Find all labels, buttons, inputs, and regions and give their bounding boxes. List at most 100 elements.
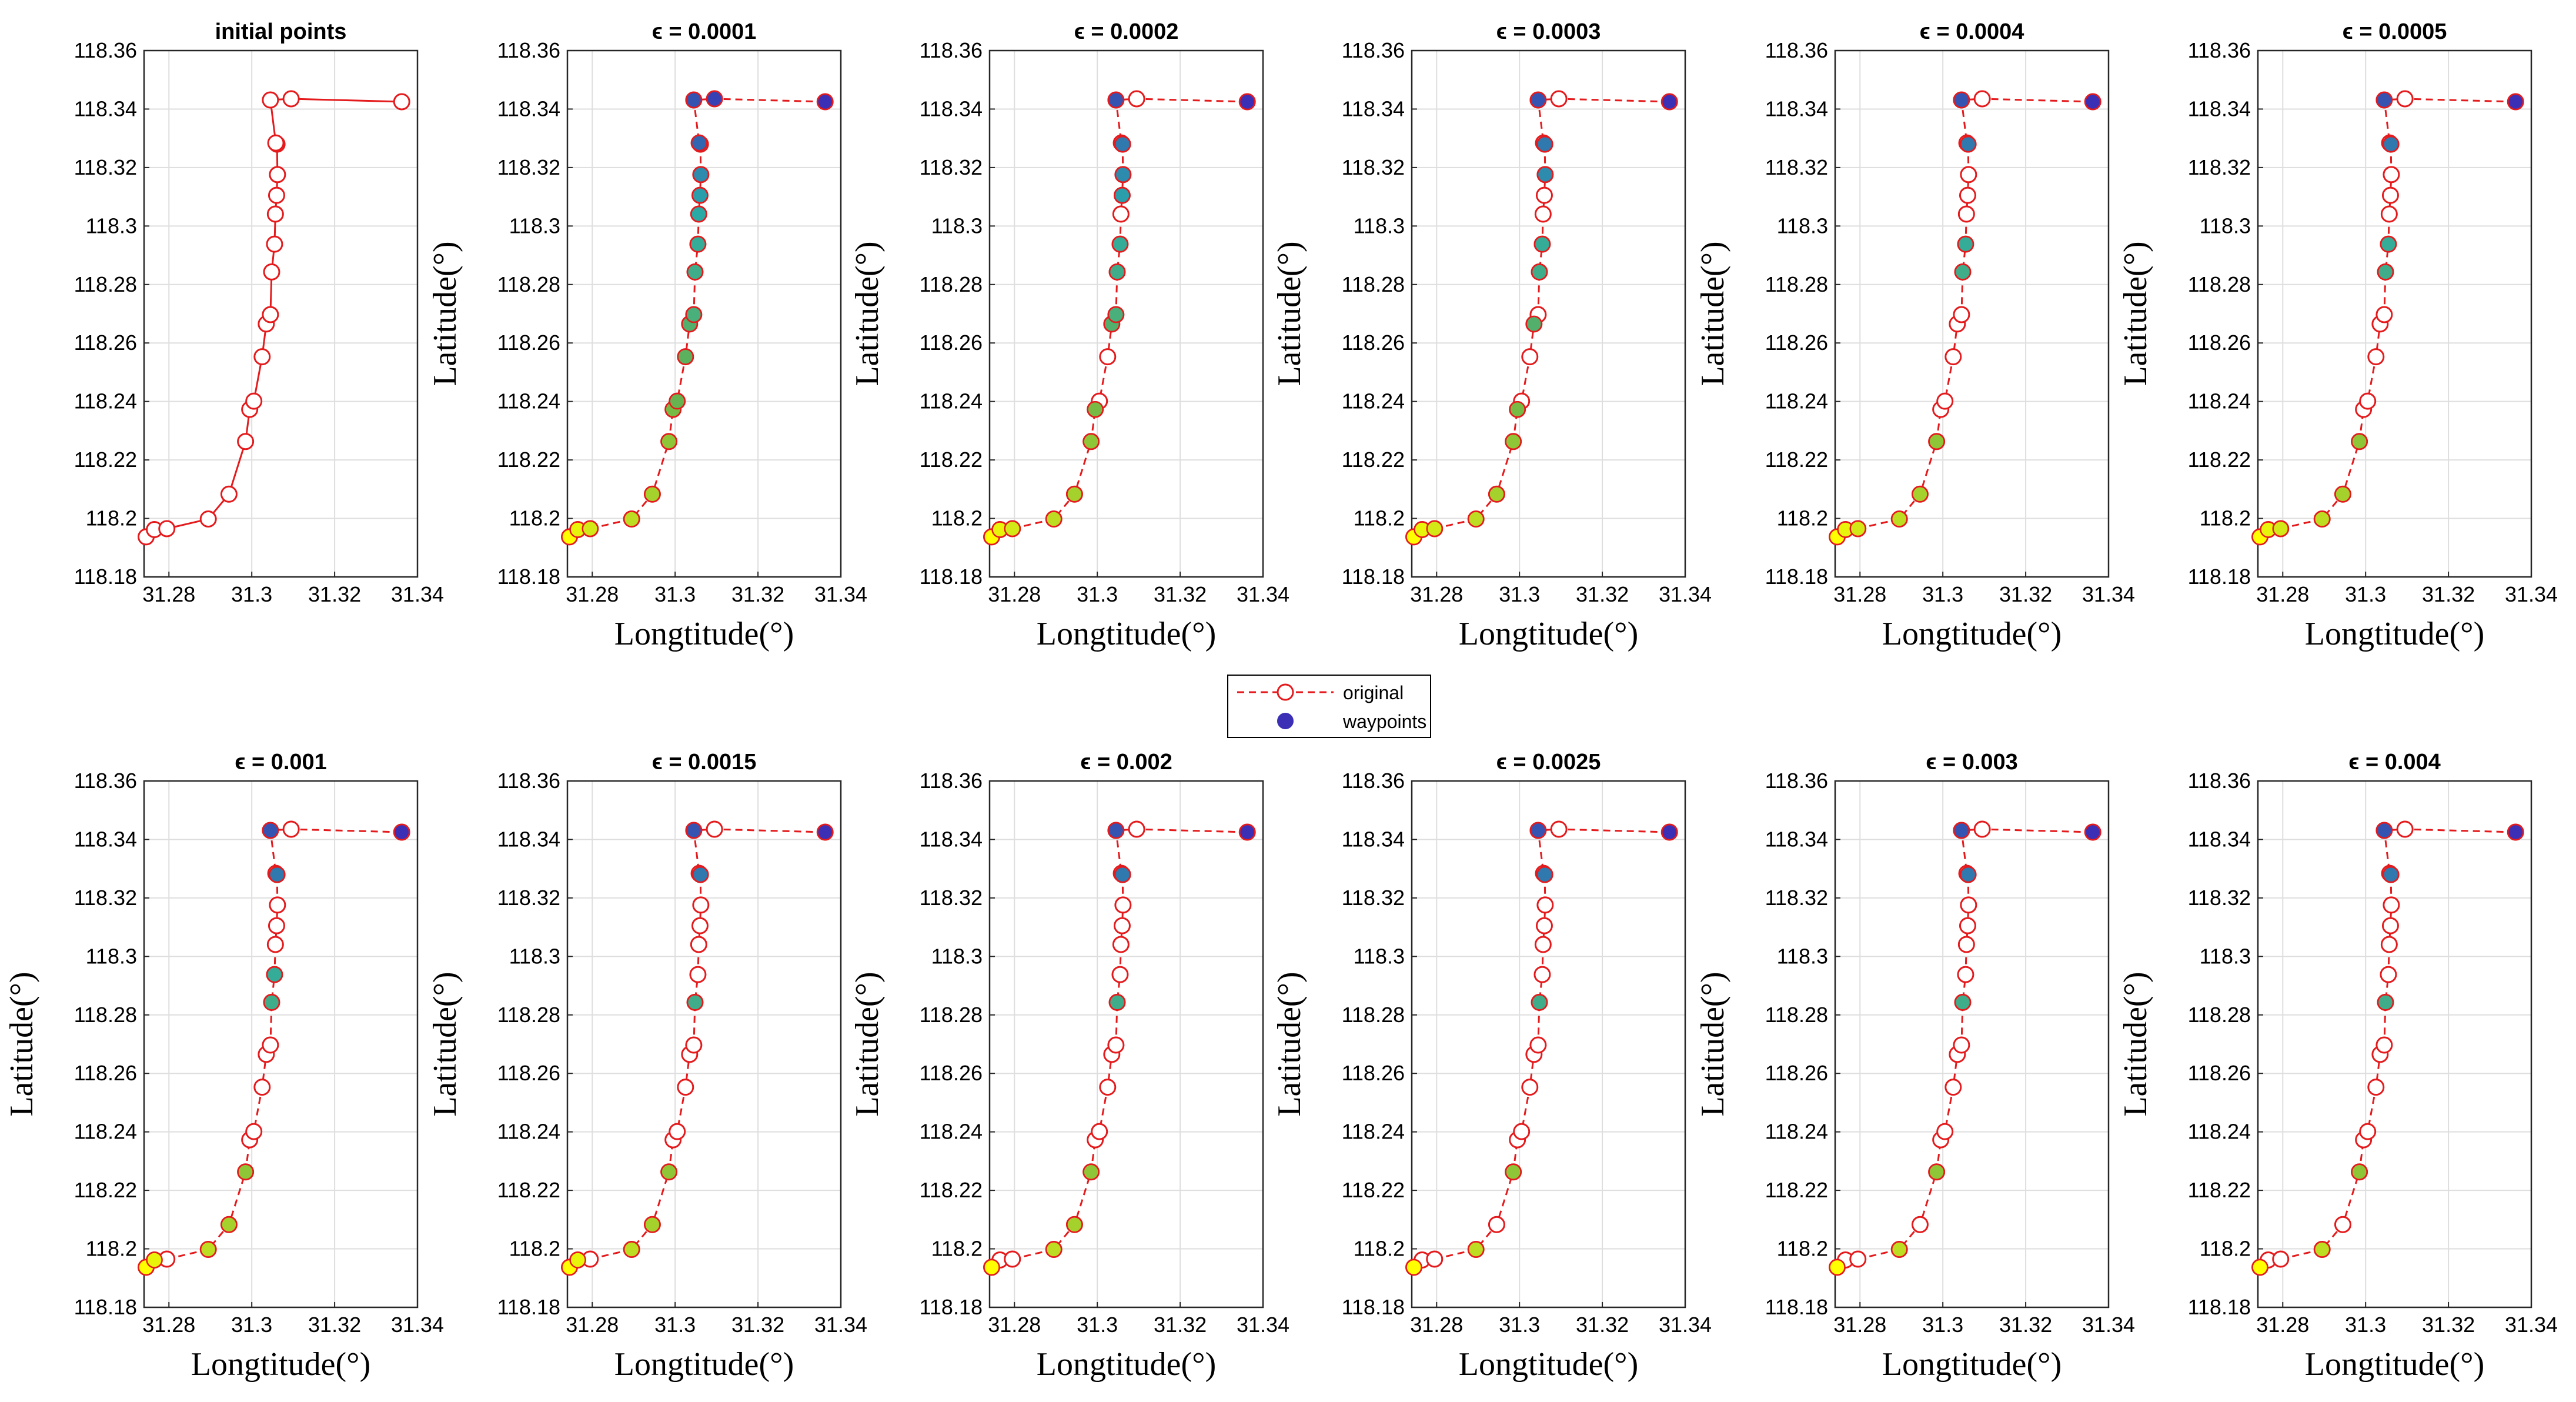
legend-box bbox=[1227, 675, 1431, 738]
original-point bbox=[158, 520, 176, 538]
x-tick-label: 31.34 bbox=[1659, 1313, 1712, 1337]
original-point bbox=[1936, 392, 1954, 410]
waypoint-point bbox=[1114, 166, 1132, 183]
original-point bbox=[2380, 205, 2398, 223]
y-tick-label: 118.36 bbox=[74, 38, 137, 62]
x-tick-label: 31.32 bbox=[2422, 1313, 2475, 1337]
y-tick-label: 118.18 bbox=[920, 565, 983, 589]
original-point bbox=[1533, 966, 1551, 983]
x-tick-label: 31.28 bbox=[1833, 582, 1886, 606]
waypoint-point bbox=[2313, 1241, 2331, 1258]
y-tick-label: 118.18 bbox=[1765, 565, 1828, 589]
original-point bbox=[669, 1123, 686, 1140]
waypoint-point bbox=[1954, 994, 1972, 1011]
waypoint-point bbox=[266, 966, 283, 983]
waypoint-point bbox=[1953, 822, 1970, 839]
original-point bbox=[2383, 166, 2400, 183]
waypoint-point bbox=[677, 348, 694, 365]
y-tick-label: 118.28 bbox=[497, 1003, 560, 1027]
original-point bbox=[1911, 1216, 1929, 1233]
original-point bbox=[1112, 205, 1130, 223]
x-tick-label: 31.3 bbox=[1922, 582, 1963, 606]
waypoint-point bbox=[1957, 235, 1974, 253]
original-point bbox=[1944, 348, 1962, 366]
y-tick-label: 118.36 bbox=[2188, 38, 2251, 62]
plot-area bbox=[2258, 781, 2531, 1307]
waypoint-point bbox=[1467, 1241, 1485, 1258]
y-tick-label: 118.18 bbox=[2188, 1295, 2251, 1319]
y-tick-label: 118.24 bbox=[920, 1120, 983, 1144]
y-tick-label: 118.24 bbox=[1342, 389, 1405, 413]
y-tick-label: 118.26 bbox=[1342, 1061, 1405, 1085]
legend-waypoints-label: waypoints bbox=[1342, 711, 1426, 732]
waypoint-point bbox=[685, 306, 703, 323]
plot-area bbox=[2258, 51, 2531, 577]
waypoint-point bbox=[1108, 994, 1126, 1011]
panel-9: 31.28 31.3 31.32 31.34 118.18 118.2 118.22 118.… bbox=[1271, 750, 1712, 1383]
original-point bbox=[1550, 820, 1568, 838]
original-point bbox=[1534, 936, 1552, 953]
waypoint-point bbox=[2507, 93, 2524, 111]
plot-area bbox=[567, 51, 841, 577]
y-tick-label: 118.36 bbox=[1342, 769, 1405, 793]
y-tick-label: 118.34 bbox=[1765, 96, 1828, 121]
original-point bbox=[237, 433, 255, 450]
original-point bbox=[267, 134, 285, 152]
y-tick-label: 118.36 bbox=[497, 38, 560, 62]
y-tick-label: 118.34 bbox=[920, 96, 983, 121]
waypoint-point bbox=[220, 1216, 238, 1233]
panel-5: 31.28 31.3 31.32 31.34 118.18 118.2 118.22 118.… bbox=[2117, 19, 2558, 652]
y-axis-label: Latitude(°) bbox=[849, 972, 886, 1116]
y-tick-label: 118.28 bbox=[920, 1003, 983, 1027]
x-tick-label: 31.34 bbox=[814, 582, 867, 606]
axes-box bbox=[143, 49, 419, 578]
panel-title: ϵ = 0.001 bbox=[235, 750, 327, 775]
panel-7: 31.28 31.3 31.32 31.34 118.18 118.2 118.22 118.… bbox=[427, 750, 867, 1383]
panel-2: 31.28 31.3 31.32 31.34 118.18 118.2 118.22 118.… bbox=[849, 19, 1289, 652]
y-tick-label: 118.28 bbox=[1765, 1003, 1828, 1027]
x-tick-label: 31.32 bbox=[308, 1313, 361, 1337]
y-tick-label: 118.2 bbox=[2200, 1237, 2251, 1261]
panel-title: ϵ = 0.0001 bbox=[652, 19, 757, 44]
y-tick-label: 118.24 bbox=[2188, 389, 2251, 413]
axes-box bbox=[566, 780, 842, 1308]
waypoint-point bbox=[644, 486, 661, 503]
y-axis-label: Latitude(°) bbox=[1271, 972, 1308, 1116]
x-tick-label: 31.3 bbox=[2345, 582, 2386, 606]
plot-area bbox=[1412, 781, 1685, 1307]
original-point bbox=[689, 966, 707, 983]
y-tick-label: 118.32 bbox=[1765, 155, 1828, 179]
x-tick-label: 31.28 bbox=[988, 582, 1041, 606]
y-tick-label: 118.34 bbox=[1342, 96, 1405, 121]
waypoint-point bbox=[2351, 1163, 2368, 1181]
y-tick-label: 118.36 bbox=[920, 38, 983, 62]
y-tick-label: 118.22 bbox=[1765, 1178, 1828, 1202]
y-tick-label: 118.28 bbox=[74, 272, 137, 296]
y-tick-label: 118.3 bbox=[2200, 944, 2251, 968]
y-tick-label: 118.32 bbox=[1342, 886, 1405, 910]
y-tick-label: 118.32 bbox=[920, 155, 983, 179]
waypoint-point bbox=[1533, 235, 1551, 253]
waypoint-point bbox=[1426, 520, 1443, 538]
y-tick-label: 118.26 bbox=[1765, 331, 1828, 355]
y-tick-label: 118.26 bbox=[920, 1061, 983, 1085]
waypoint-point bbox=[2313, 510, 2331, 528]
x-tick-label: 31.28 bbox=[1410, 1313, 1463, 1337]
panel-title: ϵ = 0.0002 bbox=[1074, 19, 1179, 44]
y-axis-label: Latitude(°) bbox=[2117, 241, 2154, 386]
original-point bbox=[245, 392, 263, 410]
y-tick-label: 118.32 bbox=[2188, 886, 2251, 910]
x-tick-label: 31.28 bbox=[142, 582, 195, 606]
x-tick-label: 31.3 bbox=[1077, 1313, 1118, 1337]
y-tick-label: 118.3 bbox=[509, 944, 560, 968]
waypoint-point bbox=[816, 823, 834, 841]
axes-box bbox=[2257, 49, 2532, 578]
y-tick-label: 118.24 bbox=[1765, 1120, 1828, 1144]
original-point bbox=[691, 917, 709, 934]
waypoint-point bbox=[1114, 186, 1131, 204]
y-axis-label: Latitude(°) bbox=[427, 972, 463, 1116]
waypoint-point bbox=[582, 520, 599, 538]
y-tick-label: 118.24 bbox=[920, 389, 983, 413]
waypoint-point bbox=[1829, 1259, 1846, 1276]
waypoint-point bbox=[1467, 510, 1485, 528]
